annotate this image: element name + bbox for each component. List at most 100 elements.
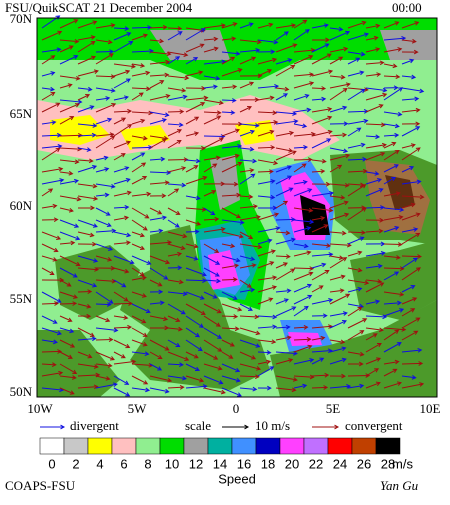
wind-arrow: [131, 63, 146, 68]
wind-arrow: [257, 324, 278, 330]
wind-arrow: [203, 84, 218, 90]
wind-arrow: [275, 175, 293, 185]
wind-arrow: [59, 45, 74, 53]
wind-arrow: [311, 243, 332, 248]
wind-arrow: [329, 293, 351, 305]
wind-arrow: [257, 350, 272, 355]
wind-arrow: [347, 383, 365, 389]
wind-arrow: [239, 56, 257, 65]
wind-arrow: [383, 123, 400, 129]
wind-arrow: [239, 303, 253, 311]
wind-arrow: [167, 231, 188, 239]
wind-arrow: [365, 327, 384, 333]
wind-arrow: [113, 117, 127, 125]
lon-label: 5E: [326, 401, 341, 416]
wind-arrow: [293, 271, 314, 281]
wind-arrow: [221, 255, 241, 263]
wind-arrow: [257, 69, 272, 77]
wind-arrow: [167, 326, 183, 332]
wind-arrow: [329, 274, 346, 281]
wind-arrow: [293, 358, 315, 365]
footer-right: Yan Gu: [380, 478, 419, 493]
wind-arrow: [59, 195, 82, 202]
wind-arrow: [167, 339, 181, 348]
wind-arrow: [365, 368, 379, 377]
wind-arrow: [185, 43, 205, 53]
wind-arrow: [347, 207, 367, 221]
wind-arrow: [131, 375, 149, 385]
wind-arrow: [329, 373, 346, 379]
wind-arrow: [131, 207, 150, 219]
wind-arrow: [293, 294, 313, 305]
wind-arrow: [239, 39, 262, 45]
scale-swatch: [327, 437, 353, 455]
wind-arrow: [41, 47, 62, 53]
wind-arrow: [365, 152, 386, 161]
wind-arrow: [203, 190, 217, 197]
scale-label: 14: [213, 456, 227, 471]
wind-arrow: [383, 368, 398, 377]
wind-arrow: [222, 424, 250, 430]
wind-arrow: [347, 250, 363, 257]
wind-arrow: [275, 93, 289, 101]
wind-arrow: [149, 180, 170, 186]
wind-arrow: [329, 339, 346, 345]
wind-arrow: [221, 314, 239, 319]
wind-arrow: [365, 142, 387, 149]
wind-arrow: [383, 191, 401, 197]
wind-arrow: [221, 110, 236, 115]
wind-arrow: [365, 178, 383, 185]
wind-arrow: [221, 36, 237, 42]
scale-swatch: [351, 437, 377, 455]
wind-arrow: [401, 361, 424, 366]
wind-arrow: [347, 88, 366, 101]
wind-arrow: [257, 39, 279, 45]
wind-arrow: [401, 49, 419, 55]
wind-arrow: [239, 263, 257, 269]
wind-arrow: [131, 118, 146, 125]
wind-arrow: [383, 381, 402, 389]
wind-arrow: [221, 192, 242, 198]
wind-arrow: [275, 119, 299, 125]
wind-arrow: [401, 147, 421, 161]
wind-arrow: [41, 277, 65, 283]
wind-arrow: [113, 177, 131, 185]
wind-arrow: [203, 278, 222, 284]
wind-arrow: [185, 291, 205, 300]
wind-arrow: [59, 279, 72, 287]
wind-arrow: [149, 228, 164, 234]
wind-arrow: [239, 123, 260, 128]
wind-arrow: [365, 228, 384, 234]
wind-arrow: [329, 105, 348, 113]
wind-arrow: [131, 33, 149, 41]
wind-arrow: [77, 336, 97, 342]
wind-arrow: [221, 68, 243, 77]
wind-arrow: [167, 31, 183, 41]
wind-arrow: [401, 297, 418, 305]
wind-arrow: [203, 303, 222, 314]
wind-arrow: [167, 362, 184, 368]
wind-arrow: [167, 279, 184, 285]
wind-arrow: [167, 56, 181, 65]
wind-arrow: [59, 75, 81, 81]
wind-arrow: [95, 302, 112, 307]
wind-arrow: [185, 207, 207, 212]
wind-arrow: [149, 156, 166, 162]
wind-arrow: [311, 53, 332, 65]
wind-arrow: [77, 219, 98, 228]
wind-arrow: [149, 72, 170, 78]
wind-arrow: [77, 35, 96, 41]
scale-label: 8: [144, 456, 151, 471]
highland: [385, 175, 415, 210]
wind-arrow: [239, 194, 254, 200]
wind-arrow: [41, 86, 55, 92]
wind-arrow: [329, 164, 343, 173]
wind-arrow: [59, 339, 76, 348]
wind-arrow: [401, 257, 418, 269]
wind-arrow: [41, 188, 54, 197]
wind-arrow: [293, 383, 308, 389]
wind-arrow: [221, 387, 242, 397]
wind-arrow: [347, 142, 366, 149]
wind-arrow: [59, 291, 79, 299]
wind-arrow: [203, 267, 220, 277]
